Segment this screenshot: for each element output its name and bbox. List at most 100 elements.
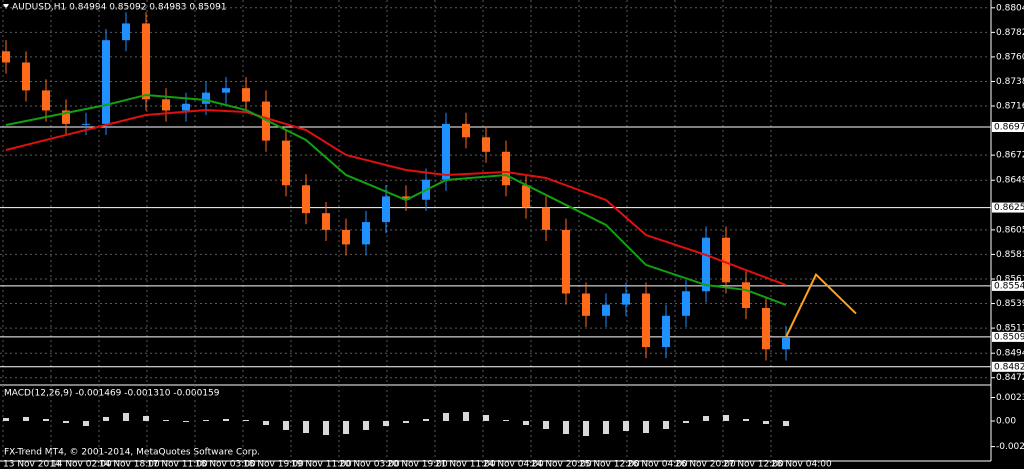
macd-bar: [503, 420, 509, 421]
macd-bar: [763, 421, 769, 424]
indicator-line: [5, 109, 787, 286]
macd-bar: [703, 416, 709, 421]
level-label: 0.85091: [994, 332, 1024, 342]
candle-body: [562, 229, 570, 294]
candle-body: [22, 62, 30, 91]
macd-bar: [323, 421, 329, 435]
macd-bar: [443, 413, 449, 421]
macd-bar: [543, 421, 549, 429]
macd-bar: [523, 421, 529, 425]
macd-bar: [163, 420, 169, 421]
x-tick-label: 18 Nov 19:00: [243, 460, 304, 469]
x-tick-label: 28 Nov 04:00: [771, 460, 832, 469]
y-tick-label: 0.85610: [996, 274, 1024, 284]
indicator-line: [5, 93, 787, 306]
candle-body: [222, 88, 230, 93]
macd-bar: [83, 421, 89, 426]
macd-bar: [263, 421, 269, 425]
candle-body: [782, 337, 790, 350]
candle-body: [282, 140, 290, 186]
y-tick-label: 0.88040: [996, 3, 1024, 13]
x-tick-label: 14 Nov 18:00: [99, 460, 160, 469]
macd-bar: [143, 416, 149, 421]
level-label: 0.86972: [994, 122, 1024, 132]
candle-body: [582, 293, 590, 316]
level-box: [992, 202, 1024, 213]
candle-body: [722, 237, 730, 283]
level-box: [992, 331, 1024, 342]
candle-body: [642, 293, 650, 348]
candle-body: [402, 196, 410, 200]
candle-body: [82, 123, 90, 125]
x-tick-label: 20 Nov 19:00: [387, 460, 448, 469]
candle-body: [462, 123, 470, 138]
level-label: 0.85548: [994, 281, 1024, 291]
macd-bar: [243, 420, 249, 421]
macd-bar: [183, 421, 189, 422]
x-tick-label: 24 Nov 20:00: [531, 460, 592, 469]
macd-bar: [663, 421, 669, 429]
candle-body: [42, 90, 50, 111]
macd-bar: [723, 415, 729, 421]
candle-body: [302, 185, 310, 214]
indicator-line: [785, 272, 857, 338]
candle-body: [162, 99, 170, 111]
macd-bar: [463, 412, 469, 421]
macd-bar: [743, 419, 749, 421]
y-tick-label: 0.85170: [996, 324, 1024, 334]
macd-bar: [43, 419, 49, 421]
y-tick-label: 0.00: [996, 417, 1016, 427]
y-tick-label: 0.85830: [996, 250, 1024, 260]
candle-body: [102, 40, 110, 124]
y-tick-label: -0.00256: [996, 442, 1024, 452]
x-tick-label: 24 Nov 04:00: [483, 460, 544, 469]
candle-body: [322, 213, 330, 230]
candle-body: [762, 308, 770, 350]
candle-body: [242, 88, 250, 102]
macd-bar: [363, 421, 369, 430]
macd-bar: [3, 418, 9, 421]
symbol-icon: [3, 4, 9, 9]
macd-bar: [783, 421, 789, 426]
macd-bar: [623, 421, 629, 431]
y-tick-label: 0.87160: [996, 102, 1024, 112]
y-tick-label: 0.84945: [996, 349, 1024, 359]
x-tick-label: 17 Nov 11:00: [147, 460, 208, 469]
macd-bar: [283, 421, 289, 430]
candle-body: [342, 229, 350, 245]
candle-body: [202, 92, 210, 104]
macd-bar: [383, 421, 389, 426]
macd-bar: [583, 421, 589, 436]
candle-body: [542, 207, 550, 230]
candle-body: [602, 304, 610, 316]
candle-body: [122, 23, 130, 41]
x-tick-label: 20 Nov 03:00: [339, 460, 400, 469]
candle-body: [742, 282, 750, 308]
candle-body: [382, 196, 390, 223]
macd-bar: [203, 420, 209, 421]
macd-bar: [403, 421, 409, 423]
macd-bar: [643, 421, 649, 433]
y-tick-label: 0.87380: [996, 77, 1024, 87]
macd-bar: [683, 421, 689, 423]
candle-body: [662, 315, 670, 348]
y-tick-label: 0.86495: [996, 176, 1024, 186]
candle-body: [2, 51, 10, 63]
level-box: [992, 121, 1024, 132]
candle-body: [522, 185, 530, 208]
level-box: [992, 361, 1024, 372]
x-tick-label: 21 Nov 11:00: [435, 460, 496, 469]
x-tick-label: 26 Nov 04:00: [627, 460, 688, 469]
candle-body: [502, 151, 510, 186]
level-box: [992, 280, 1024, 291]
candle-body: [682, 291, 690, 316]
macd-bar: [563, 421, 569, 434]
y-tick-label: 0.87820: [996, 28, 1024, 38]
candle-body: [702, 237, 710, 292]
candle-body: [482, 137, 490, 152]
x-tick-label: 18 Nov 03:00: [195, 460, 256, 469]
candle-body: [622, 293, 630, 305]
